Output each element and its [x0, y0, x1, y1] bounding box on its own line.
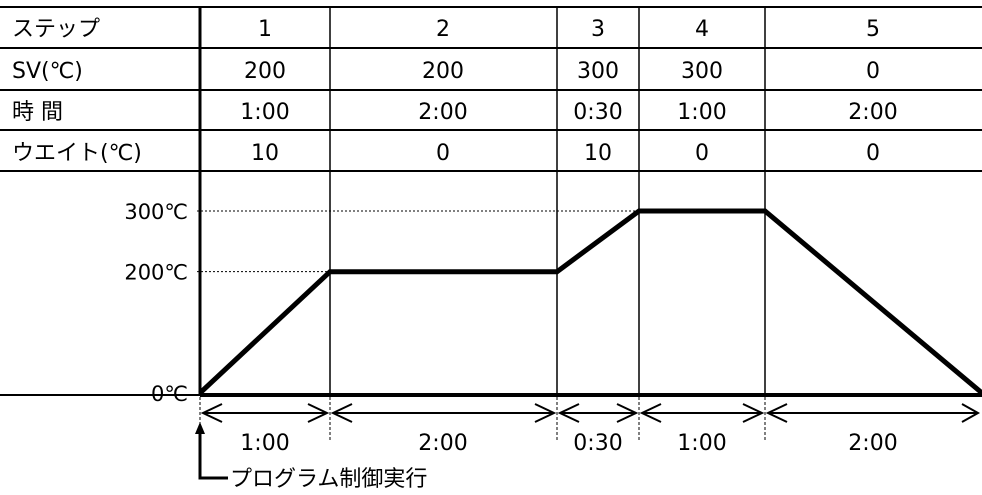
duration-arrow — [639, 403, 765, 423]
wait-value: 10 — [251, 141, 279, 166]
duration-label: 1:00 — [240, 431, 289, 456]
duration-arrow — [330, 403, 557, 423]
program-start-marker: プログラム制御実行 — [195, 422, 427, 492]
row-label-time: 時 間 — [12, 100, 63, 125]
wait-value: 0 — [436, 141, 450, 166]
temperature-profile-chart: 300℃ 200℃ 0℃ — [0, 171, 982, 406]
step-number-1: 1 — [258, 17, 272, 42]
sv-value: 300 — [681, 59, 723, 84]
duration-arrow — [200, 403, 330, 423]
wait-value: 0 — [695, 141, 709, 166]
y-tick-label-0: 0℃ — [151, 382, 188, 406]
duration-arrows: 1:00 2:00 0:30 1:00 2:00 — [199, 397, 981, 456]
sv-value: 300 — [577, 59, 619, 84]
row-label-wait: ウエイト(℃) — [12, 141, 142, 166]
sv-value: 200 — [422, 59, 464, 84]
step-number-3: 3 — [591, 17, 605, 42]
time-value: 1:00 — [677, 100, 726, 125]
row-label-sv: SV(℃) — [12, 59, 83, 84]
duration-label: 1:00 — [677, 431, 726, 456]
time-value: 1:00 — [240, 100, 289, 125]
step-number-5: 5 — [866, 17, 880, 42]
time-value: 2:00 — [848, 100, 897, 125]
duration-label: 0:30 — [573, 431, 622, 456]
time-value: 0:30 — [573, 100, 622, 125]
program-start-label: プログラム制御実行 — [230, 467, 427, 492]
step-number-2: 2 — [436, 17, 450, 42]
duration-label: 2:00 — [418, 431, 467, 456]
step-table: ステップ 1 2 3 4 5 SV(℃) 200 200 300 300 0 時… — [0, 6, 982, 172]
wait-value: 10 — [584, 141, 612, 166]
duration-arrow — [765, 403, 981, 423]
sv-value: 0 — [866, 59, 880, 84]
y-tick-label-300: 300℃ — [124, 200, 188, 224]
up-arrow-icon — [195, 422, 205, 434]
duration-arrow — [557, 403, 639, 423]
sv-value: 200 — [244, 59, 286, 84]
wait-value: 0 — [866, 141, 880, 166]
table-header-label: ステップ — [12, 17, 100, 42]
step-number-4: 4 — [695, 17, 709, 42]
time-value: 2:00 — [418, 100, 467, 125]
y-tick-label-200: 200℃ — [124, 261, 188, 285]
duration-label: 2:00 — [848, 431, 897, 456]
temperature-profile-line — [198, 208, 982, 395]
